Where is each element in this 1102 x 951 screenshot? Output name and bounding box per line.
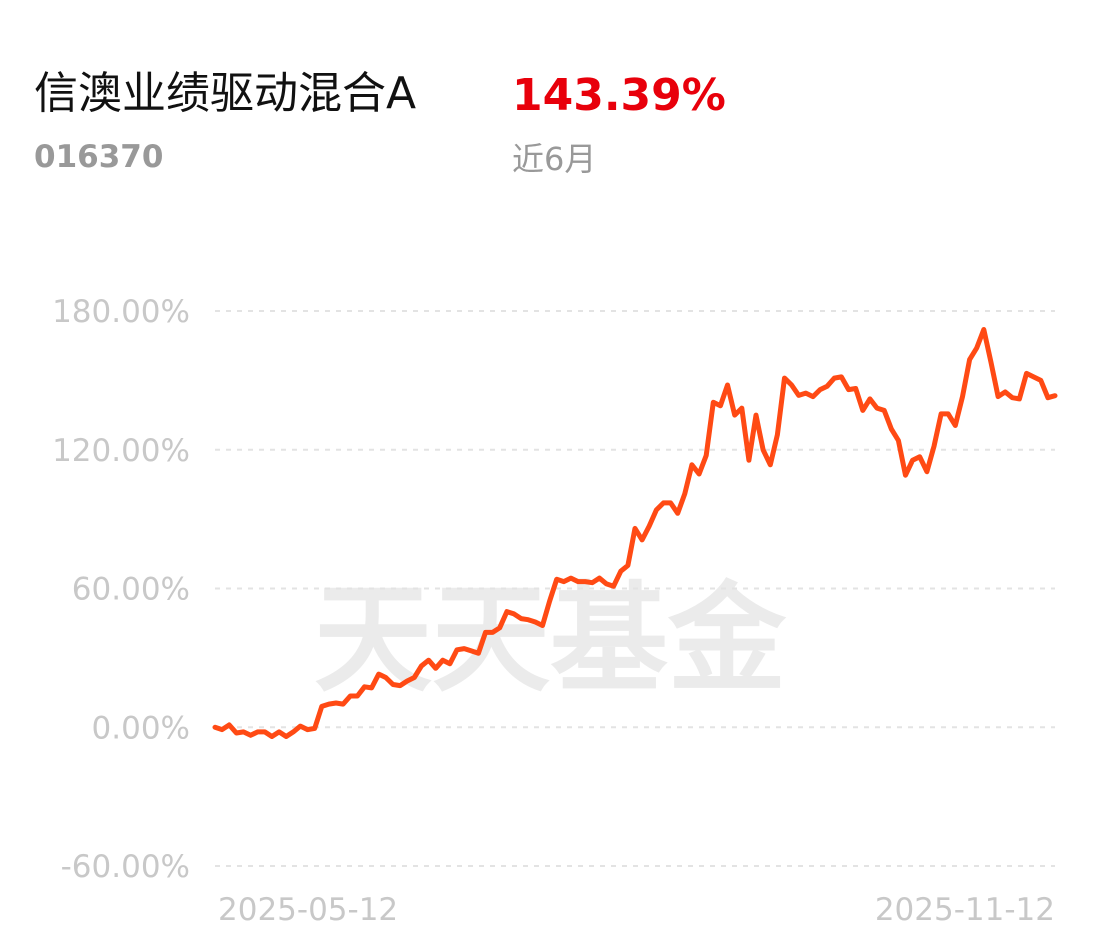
x-tick-label: 2025-11-12 xyxy=(875,892,1055,928)
x-tick-label: 2025-05-12 xyxy=(218,892,398,928)
watermark: 天天基金 xyxy=(314,569,787,708)
fund-code: 016370 xyxy=(34,139,163,175)
y-tick-label: 120.00% xyxy=(52,433,190,469)
period: 近6月 xyxy=(512,140,596,178)
y-tick-label: 60.00% xyxy=(72,572,190,608)
fund-title: 信澳业绩驱动混合A xyxy=(34,68,416,119)
y-tick-label: 0.00% xyxy=(92,710,190,746)
y-tick-label: -60.00% xyxy=(61,849,190,885)
y-tick-label: 180.00% xyxy=(52,294,190,330)
fund-return: 143.39% xyxy=(512,70,726,121)
price-line xyxy=(212,327,1058,739)
